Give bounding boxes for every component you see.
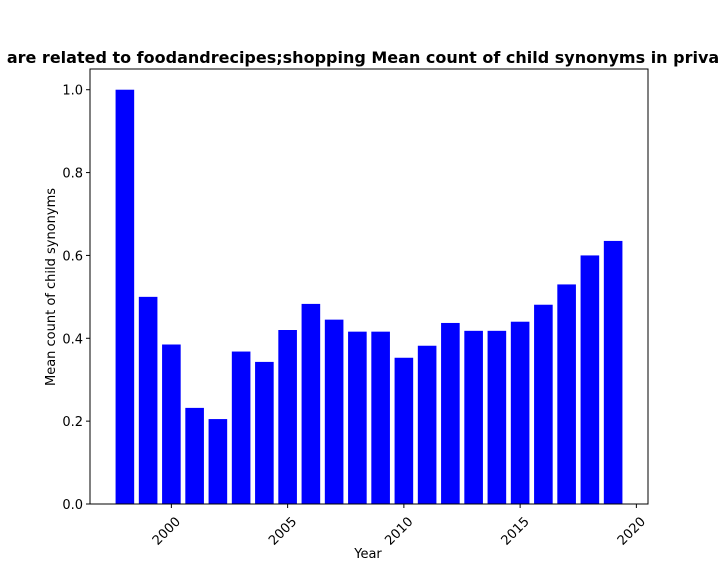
bar-2005: [278, 330, 297, 504]
bar-2006: [301, 303, 321, 504]
bar-2017: [557, 284, 576, 504]
y-tick-label: 0.0: [62, 498, 83, 513]
bar-2009: [371, 331, 390, 504]
bar-2004: [255, 361, 274, 504]
y-tick-label: 0.8: [62, 167, 83, 182]
bar-1998: [115, 89, 135, 504]
y-axis-ticks: 0.0 0.2 0.4 0.6 0.8 1.0: [62, 84, 90, 513]
bar-2011: [417, 345, 437, 504]
bar-2015: [510, 321, 530, 504]
chart-title: are related to foodandrecipes;shopping M…: [7, 48, 719, 67]
bar-2001: [185, 407, 204, 504]
x-tick-label: 2000: [150, 515, 184, 549]
bar-2014: [487, 330, 507, 504]
bars-group: [115, 89, 623, 504]
x-tick-label: 2005: [266, 515, 300, 549]
bar-2013: [464, 330, 483, 504]
plot-frame: [89, 68, 649, 505]
x-axis-ticks: 2000 2005 2010 2015 2020: [150, 504, 649, 549]
bar-2008: [348, 331, 367, 504]
x-axis-label: Year: [353, 547, 382, 562]
x-tick-label: 2010: [382, 515, 416, 549]
bar-2003: [231, 351, 251, 504]
y-tick-label: 0.2: [62, 415, 83, 430]
bar-2000: [162, 344, 181, 504]
bar-2007: [324, 319, 344, 504]
y-axis-label: Mean count of child synonyms: [44, 188, 59, 386]
bar-2018: [580, 255, 600, 504]
bar-2002: [208, 419, 228, 504]
y-tick-label: 0.6: [62, 249, 83, 264]
y-tick-label: 1.0: [62, 84, 83, 99]
bar-2010: [394, 357, 414, 504]
y-tick-label: 0.4: [62, 332, 83, 347]
bar-1999: [138, 296, 158, 504]
bar-2012: [441, 322, 460, 504]
bar-2016: [534, 304, 553, 504]
bar-2019: [603, 240, 623, 504]
x-tick-label: 2015: [499, 515, 533, 549]
x-tick-label: 2020: [615, 515, 649, 549]
